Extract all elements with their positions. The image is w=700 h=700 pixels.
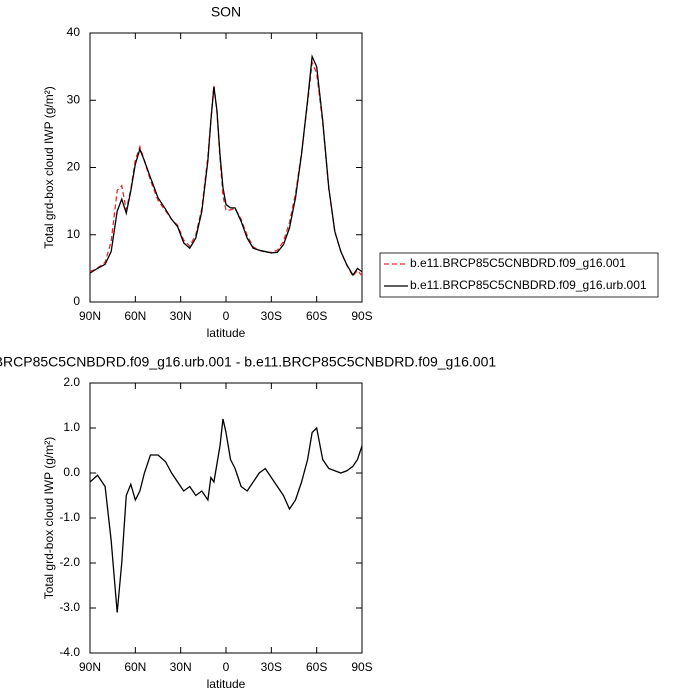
x-tick-label: 90S bbox=[351, 309, 372, 323]
x-tick-label: 30N bbox=[170, 309, 192, 323]
y-tick-label: -1.0 bbox=[59, 510, 80, 524]
chart-title: SON bbox=[211, 4, 241, 20]
y-tick-label: -3.0 bbox=[59, 600, 80, 614]
x-tick-label: 60S bbox=[306, 660, 327, 674]
legend-box bbox=[379, 252, 659, 298]
y-tick-label: -2.0 bbox=[59, 555, 80, 569]
y-tick-label: 0.0 bbox=[63, 465, 80, 479]
x-tick-label: 90N bbox=[79, 660, 101, 674]
x-tick-label: 30S bbox=[261, 660, 282, 674]
series-line bbox=[89, 54, 363, 277]
x-tick-label: 0 bbox=[223, 309, 230, 323]
legend-label: b.e11.BRCP85C5CNBDRD.f09_g16.001 bbox=[410, 256, 626, 270]
y-tick-label: 20 bbox=[67, 160, 81, 174]
y-tick-label: 1.0 bbox=[63, 420, 80, 434]
chart-title: b.e11.BRCP85C5CNBDRD.f09_g16.urb.001 - b… bbox=[0, 354, 496, 370]
y-tick-label: -4.0 bbox=[59, 645, 80, 659]
x-tick-label: 90N bbox=[79, 309, 101, 323]
x-tick-label: 30S bbox=[261, 309, 282, 323]
legend-label: b.e11.BRCP85C5CNBDRD.f09_g16.urb.001 bbox=[410, 278, 647, 292]
plot-frame bbox=[89, 382, 363, 654]
y-tick-label: 30 bbox=[67, 92, 81, 106]
y-tick-label: 2.0 bbox=[63, 375, 80, 389]
x-tick-label: 60N bbox=[124, 309, 146, 323]
y-tick-label: 40 bbox=[67, 25, 81, 39]
y-axis-label: Total grd-box cloud IWP (g/m²) bbox=[42, 437, 56, 600]
x-tick-label: 0 bbox=[223, 660, 230, 674]
x-axis-label: latitude bbox=[207, 677, 246, 691]
x-tick-label: 90S bbox=[351, 660, 372, 674]
x-tick-label: 60S bbox=[306, 309, 327, 323]
y-tick-label: 10 bbox=[67, 227, 81, 241]
x-tick-label: 60N bbox=[124, 660, 146, 674]
plot-frame bbox=[89, 32, 363, 303]
series-line bbox=[89, 418, 363, 613]
series-line bbox=[89, 60, 363, 278]
y-axis-label: Total grd-box cloud IWP (g/m²) bbox=[42, 86, 56, 249]
x-tick-label: 30N bbox=[170, 660, 192, 674]
y-tick-label: 0 bbox=[73, 294, 80, 308]
x-axis-label: latitude bbox=[207, 326, 246, 340]
